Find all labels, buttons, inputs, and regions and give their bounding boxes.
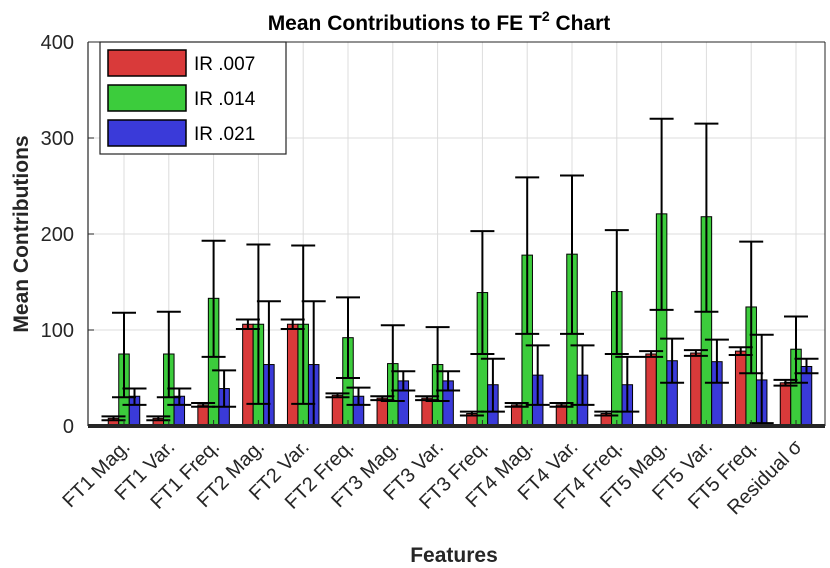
legend-swatch <box>107 84 187 112</box>
y-tick-labels: 0 100 200 300 400 <box>41 32 74 438</box>
y-tick-label: 300 <box>41 128 74 150</box>
legend: IR .007 IR .014 IR .021 <box>99 41 287 155</box>
y-tick-label: 200 <box>41 224 74 246</box>
y-tick-label: 0 <box>63 416 74 438</box>
bar <box>331 394 344 427</box>
bar <box>779 382 792 427</box>
y-tick-label: 100 <box>41 320 74 342</box>
x-axis-label: Features <box>410 544 498 567</box>
chart-title: Mean Contributions to FE T2 Chart <box>268 8 611 35</box>
bar <box>421 397 433 427</box>
legend-label: IR .021 <box>194 124 255 145</box>
bar <box>197 404 209 427</box>
bar <box>242 323 254 427</box>
legend-swatch <box>107 119 187 147</box>
y-tick-label: 400 <box>41 32 74 54</box>
chart-title-superscript: 2 <box>542 8 550 24</box>
bar <box>645 353 657 427</box>
x-tick-labels: FT1 Mag.FT1 Var.FT1 Freq.FT2 Mag.FT2 Var… <box>58 436 807 520</box>
legend-swatch <box>107 49 187 77</box>
legend-label: IR .014 <box>194 89 256 110</box>
y-axis-label: Mean Contributions <box>10 135 33 332</box>
chart-title-suffix: Chart <box>550 12 611 35</box>
bar <box>800 365 813 427</box>
error-bars-group <box>101 117 819 427</box>
bar <box>555 404 568 427</box>
bar <box>734 350 747 427</box>
legend-label: IR .007 <box>194 54 255 75</box>
bar <box>376 397 389 427</box>
bar <box>690 352 702 427</box>
bar <box>510 404 523 427</box>
bar <box>286 323 299 427</box>
